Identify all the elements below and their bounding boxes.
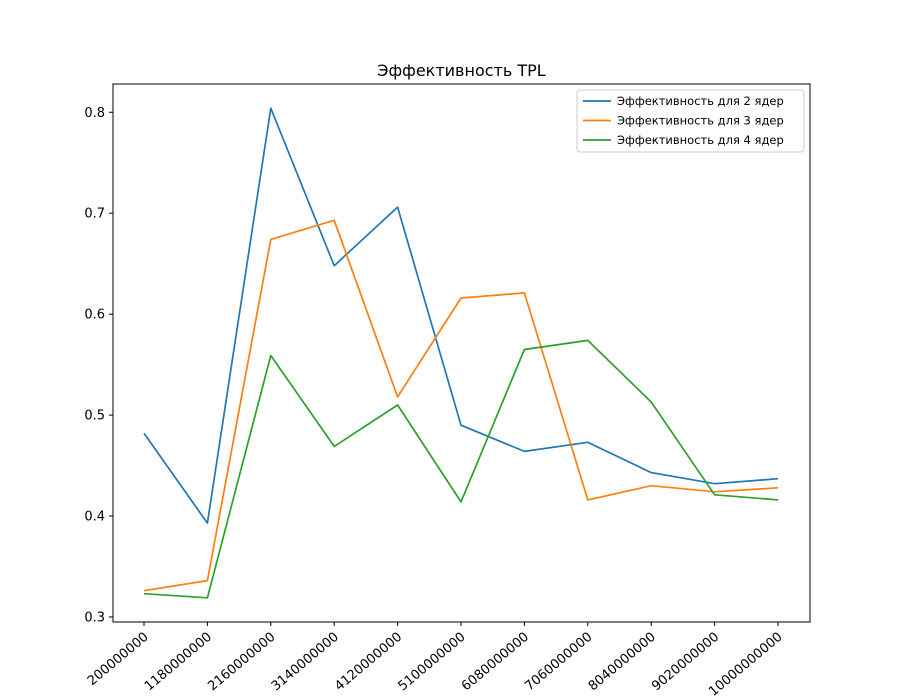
legend-box [576, 89, 805, 153]
legend-label: Эффективность для 3 ядер [617, 114, 784, 128]
x-tick-label: 6080000000 [459, 630, 532, 695]
x-tick-label: 3140000000 [269, 630, 342, 695]
y-tick-label: 0.6 [84, 308, 105, 323]
series-line-4-cores [143, 339, 779, 599]
x-axis: 2000000001180000000216000000031400000004… [85, 622, 786, 700]
legend-label: Эффективность для 4 ядер [617, 133, 784, 147]
x-tick-label: 7060000000 [522, 630, 595, 695]
legend-label: Эффективность для 2 ядер [617, 94, 784, 108]
x-tick-label: 5100000000 [396, 630, 469, 695]
chart-title: Эффективность TPL [377, 61, 545, 80]
series-line-2-cores [143, 107, 779, 524]
x-tick-label: 1180000000 [142, 630, 215, 695]
plot-lines [143, 107, 779, 599]
legend: Эффективность для 2 ядер Эффективность дл… [576, 89, 805, 153]
y-tick-label: 0.5 [84, 409, 105, 424]
y-tick-label: 0.4 [84, 510, 105, 525]
plot-frame [112, 83, 811, 623]
y-tick-label: 0.8 [84, 106, 105, 121]
y-axis: 0.3 0.4 0.5 0.6 0.7 0.8 [84, 106, 113, 625]
x-tick-label: 8040000000 [586, 630, 659, 695]
series-line-3-cores [143, 219, 779, 592]
x-tick-label: 4120000000 [332, 630, 405, 695]
y-tick-label: 0.7 [84, 207, 105, 222]
x-tick-label: 2160000000 [205, 630, 278, 695]
x-tick-label: 200000000 [85, 630, 152, 689]
y-tick-label: 0.3 [84, 610, 105, 625]
